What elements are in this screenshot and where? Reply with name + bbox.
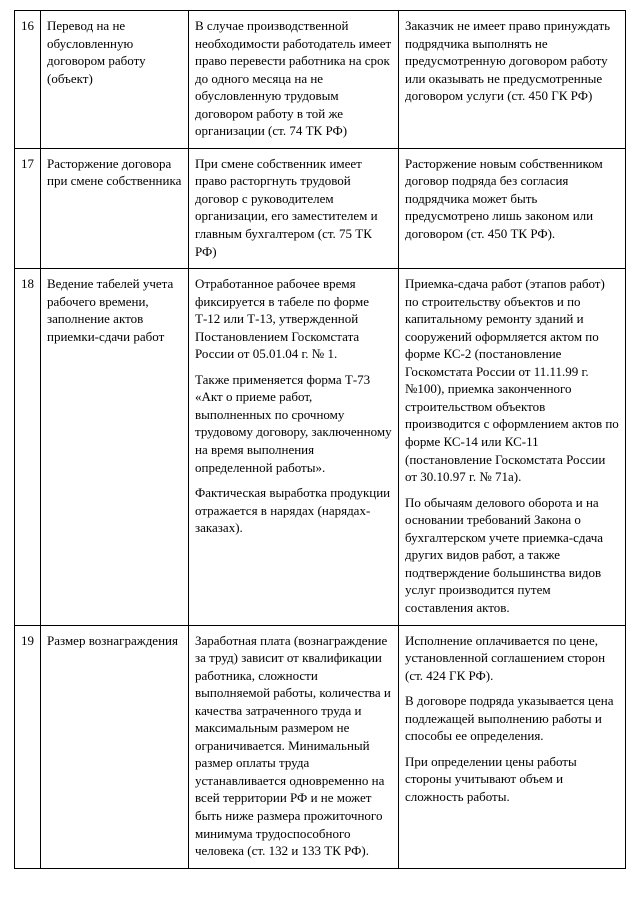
table-row: 17 Расторжение договора при смене собств…	[15, 148, 626, 268]
cell-text: Расторжение новым собственником договор …	[405, 155, 619, 243]
row-colA: В случае производственной необходимости …	[189, 11, 399, 149]
table-row: 18 Ведение табелей учета рабочего времен…	[15, 269, 626, 625]
row-number: 16	[15, 11, 41, 149]
row-colA: Заработная плата (вознаграждение за труд…	[189, 625, 399, 868]
cell-text: Перевод на не обусловленную договором ра…	[47, 17, 182, 87]
table-body: 16 Перевод на не обусловленную договором…	[15, 11, 626, 869]
cell-text: Также применяется форма Т-73 «Акт о прие…	[195, 371, 392, 476]
cell-text: Фактическая выработка продукции отражает…	[195, 484, 392, 537]
row-colB: Приемка-сдача работ (этапов работ) по ст…	[399, 269, 626, 625]
cell-text: Приемка-сдача работ (этапов работ) по ст…	[405, 275, 619, 486]
row-colB: Заказчик не имеет право принуждать подря…	[399, 11, 626, 149]
table-row: 16 Перевод на не обусловленную договором…	[15, 11, 626, 149]
page-footer-space	[14, 869, 626, 879]
cell-text: Исполнение оплачивается по цене, установ…	[405, 632, 619, 685]
comparison-table: 16 Перевод на не обусловленную договором…	[14, 10, 626, 869]
table-row: 19 Размер вознаграждения Заработная плат…	[15, 625, 626, 868]
cell-text: Расторжение договора при смене собственн…	[47, 155, 182, 190]
cell-text: Заказчик не имеет право принуждать подря…	[405, 17, 619, 105]
cell-text: По обычаям делового оборота и на основан…	[405, 494, 619, 617]
cell-text: При определении цены работы стороны учит…	[405, 753, 619, 806]
row-number: 19	[15, 625, 41, 868]
cell-text: Отработанное рабочее время фиксируется в…	[195, 275, 392, 363]
row-number: 17	[15, 148, 41, 268]
row-colB: Исполнение оплачивается по цене, установ…	[399, 625, 626, 868]
row-title: Ведение табелей учета рабочего времени, …	[41, 269, 189, 625]
row-title: Расторжение договора при смене собственн…	[41, 148, 189, 268]
cell-text: Ведение табелей учета рабочего времени, …	[47, 275, 182, 345]
row-title: Размер вознаграждения	[41, 625, 189, 868]
cell-text: Заработная плата (вознаграждение за труд…	[195, 632, 392, 860]
cell-text: В договоре подряда указывается цена подл…	[405, 692, 619, 745]
cell-text: Размер вознаграждения	[47, 632, 182, 650]
row-title: Перевод на не обусловленную договором ра…	[41, 11, 189, 149]
row-number: 18	[15, 269, 41, 625]
row-colB: Расторжение новым собственником договор …	[399, 148, 626, 268]
row-colA: Отработанное рабочее время фиксируется в…	[189, 269, 399, 625]
cell-text: В случае производственной необходимости …	[195, 17, 392, 140]
row-colA: При смене собственник имеет право растор…	[189, 148, 399, 268]
cell-text: При смене собственник имеет право растор…	[195, 155, 392, 260]
